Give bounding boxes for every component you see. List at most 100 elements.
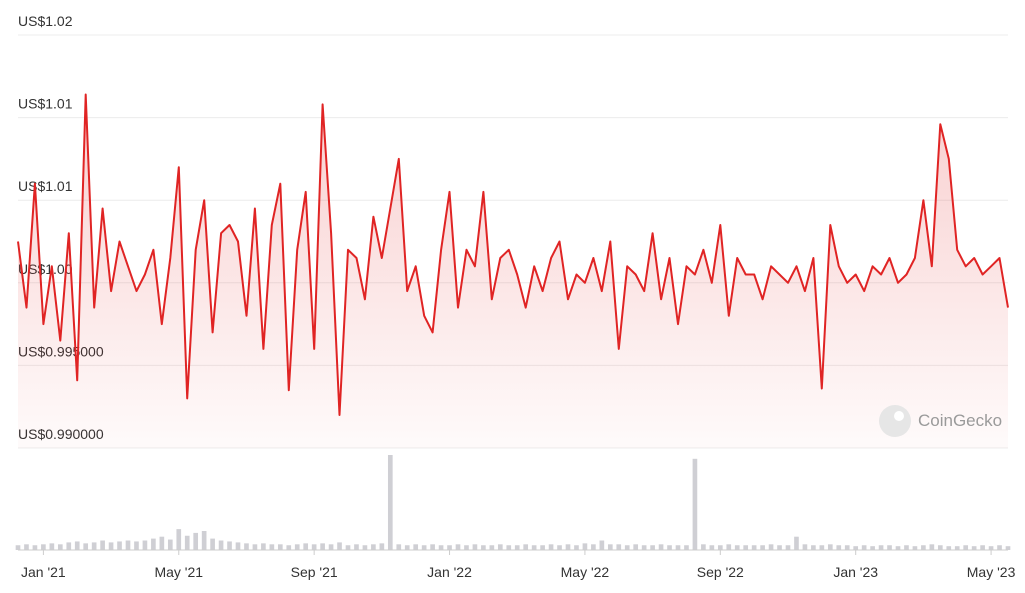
watermark: CoinGecko (879, 405, 1002, 437)
volume-bar (294, 544, 300, 550)
volume-bar (794, 536, 799, 550)
volume-bar (819, 545, 825, 550)
volume-bar (675, 545, 681, 550)
volume-bar (218, 540, 224, 550)
volume-bar (506, 545, 512, 550)
volume-bar (624, 545, 630, 550)
volume-bar (328, 544, 334, 550)
volume-bar (895, 546, 901, 550)
watermark-text: CoinGecko (918, 411, 1002, 430)
y-tick-label: US$1.01 (18, 178, 73, 194)
volume-bar (41, 544, 46, 550)
volume-bar (802, 544, 808, 550)
volume-bar (142, 540, 148, 550)
volume-bar (811, 545, 816, 550)
volume-bar (709, 545, 715, 550)
volume-bar (447, 545, 452, 550)
volume-bar (616, 544, 622, 550)
volume-bar (929, 544, 935, 550)
volume-bar (167, 539, 173, 550)
volume-bar (387, 455, 393, 550)
volume-bar (912, 546, 918, 550)
volume-bar (362, 545, 368, 550)
volume-bar (548, 544, 554, 550)
volume-bar (311, 544, 317, 550)
x-tick-label: Jan '22 (427, 564, 472, 580)
volume-bar (734, 545, 740, 550)
volume-bar (269, 544, 275, 550)
volume-bar (963, 545, 969, 550)
x-tick-label: May '21 (154, 564, 203, 580)
volume-bar (159, 536, 165, 550)
volume-bar (455, 544, 461, 550)
y-tick-label: US$1.02 (18, 13, 73, 29)
volume-bar (83, 543, 89, 550)
volume-bar (261, 543, 266, 550)
volume-bar (768, 544, 774, 550)
volume-bar (244, 543, 249, 550)
volume-bar (717, 545, 723, 550)
volume-bar (354, 544, 359, 550)
volume-bar (658, 544, 664, 550)
volume-bar (523, 544, 529, 550)
volume-bar (32, 545, 38, 550)
x-tick-label: Jan '21 (21, 564, 66, 580)
volume-bar (684, 545, 689, 550)
volume-bar (557, 545, 562, 550)
volume-bar (785, 545, 791, 550)
volume-bar (574, 545, 579, 550)
volume-bar (252, 544, 258, 550)
volume-bar (582, 543, 588, 550)
watermark-logo (879, 405, 911, 437)
volume-bar (497, 544, 503, 550)
volume-bar (540, 545, 545, 550)
volume-bar (988, 546, 994, 550)
volume-bar (303, 543, 309, 550)
volume-bar (777, 545, 782, 550)
price-area (18, 94, 1008, 448)
volume-bar (91, 542, 97, 550)
volume-bar (904, 545, 909, 550)
volume-bar (937, 545, 943, 550)
volume-bar (100, 540, 105, 550)
volume-bar (464, 545, 469, 550)
volume-bar (379, 543, 385, 550)
watermark-logo-eye (894, 411, 904, 421)
volume-bar (371, 544, 376, 550)
volume-bar (980, 545, 985, 550)
volume-bar (151, 538, 156, 550)
volume-bar (345, 545, 351, 550)
volume-bar (844, 545, 850, 550)
volume-bar (201, 531, 207, 550)
x-tick-label: May '23 (967, 564, 1016, 580)
volume-bar (514, 545, 520, 550)
x-tick-label: Jan '23 (833, 564, 878, 580)
volume-bar (108, 542, 114, 550)
volume-bar (743, 545, 749, 550)
volume-bar (591, 544, 596, 550)
volume-bar (921, 545, 926, 550)
volume-bar (193, 532, 199, 550)
volume-bar (599, 540, 605, 550)
volume-bar (227, 541, 232, 550)
volume-bar (337, 542, 342, 550)
y-tick-label: US$1.00 (18, 261, 73, 277)
volume-bar (726, 544, 732, 550)
volume-bar (438, 545, 444, 550)
volume-bar (760, 545, 765, 550)
volume-bar (421, 545, 427, 550)
volume-bar (650, 545, 655, 550)
volume-bar (827, 544, 833, 550)
volume-bar (430, 544, 435, 550)
volume-bar (667, 545, 672, 550)
volume-bar (286, 545, 292, 550)
volume-bar (413, 544, 419, 550)
volume-bar (404, 545, 410, 550)
volume-bar (887, 545, 892, 550)
volume-bar (751, 545, 757, 550)
volume-bar (633, 544, 639, 550)
volume-bar (210, 538, 215, 550)
volume-bar (878, 545, 884, 550)
volume-bar (489, 545, 495, 550)
